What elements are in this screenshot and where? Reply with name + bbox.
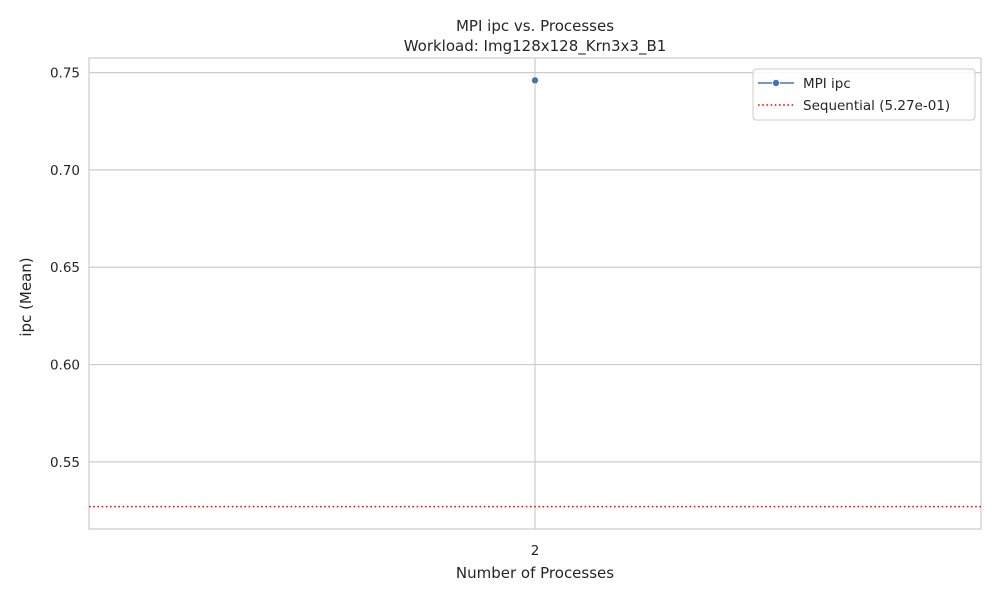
- y-tick-label: 0.75: [50, 66, 80, 82]
- legend-frame: [752, 68, 976, 121]
- y-axis-label: ipc (Mean): [17, 257, 35, 336]
- y-tick-label: 0.60: [50, 358, 80, 374]
- data-point: [531, 76, 540, 85]
- series: [531, 76, 540, 85]
- y-tick-labels: 0.55 0.60 0.65 0.70 0.75: [50, 66, 80, 471]
- legend: MPI ipc Sequential (5.27e-01): [752, 68, 976, 121]
- legend-marker-mpi-ipc: [772, 79, 781, 88]
- plot-frame: [88, 57, 982, 530]
- y-tick-label: 0.55: [50, 455, 80, 471]
- x-tick-label: 2: [531, 543, 540, 559]
- chart-title: MPI ipc vs. Processes: [456, 17, 614, 35]
- y-tick-label: 0.65: [50, 260, 80, 276]
- chart-subtitle: Workload: Img128x128_Krn3x3_B1: [404, 37, 667, 56]
- legend-label-sequential: Sequential (5.27e-01): [803, 98, 950, 114]
- legend-label-mpi-ipc: MPI ipc: [803, 76, 851, 92]
- grid: [89, 58, 981, 529]
- y-tick-label: 0.70: [50, 163, 80, 179]
- x-axis-label: Number of Processes: [456, 564, 614, 582]
- x-tick-labels: 2: [531, 543, 540, 559]
